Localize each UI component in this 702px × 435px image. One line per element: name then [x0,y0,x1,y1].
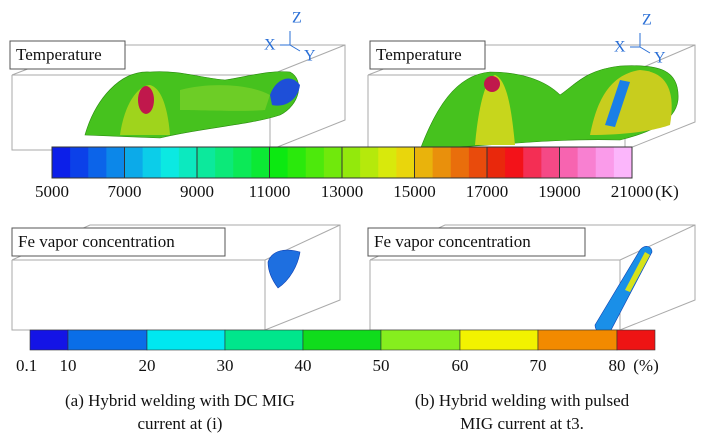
caption: (a) Hybrid welding with DC MIG [65,391,295,410]
colorbar-segment [68,330,147,350]
colorbar-segment [70,147,89,178]
colorbar-segment [197,147,216,178]
temperature-surface [85,72,300,138]
tick-label: 17000 [466,182,509,201]
colorbar-segment [342,147,361,178]
tick-label: 19000 [538,182,581,201]
colorbar-segment [505,147,524,178]
axis-label: X [614,39,626,56]
panel-label: Fe vapor concentration [374,232,531,251]
colorbar-segment [415,147,434,178]
colorbar-segment [88,147,107,178]
tick-label: 13000 [321,182,364,201]
tick-label: 11000 [249,182,291,201]
tick-label: 10 [60,356,77,375]
caption: current at (i) [138,414,223,433]
tick-label: 50 [373,356,390,375]
colorbar-segment [324,147,343,178]
colorbar-segment [215,147,234,178]
colorbar-segment [541,147,560,178]
colorbar-segment [460,330,538,350]
colorbar-segment [30,330,68,350]
colorbar-segment [251,147,270,178]
axis-label: Z [642,12,652,29]
tick-label: 5000 [35,182,69,201]
colorbar-segment [381,330,460,350]
colorbar-segment [487,147,506,178]
axis-arrow [640,47,650,53]
colorbar-segment [596,147,615,178]
colorbar-segment [360,147,379,178]
panel-label: Temperature [16,45,102,64]
colorbar-segment [614,147,633,178]
axis-label: Z [292,10,302,27]
caption: MIG current at t3. [460,414,584,433]
colorbar-segment [106,147,125,178]
figure: 5000 7000 9000 11000 13000 15000 17000 19000 210… [0,0,702,435]
tick-label: 7000 [108,182,142,201]
unit-label: (%) [633,356,658,375]
colorbar-segment [451,147,470,178]
panel-label: Temperature [376,45,462,64]
colorbar-segment [538,330,617,350]
vapor-surface [268,250,300,288]
unit-label: (K) [655,182,679,201]
colorbar-segment [288,147,307,178]
colorbar-segment [306,147,325,178]
colorbar-segment [433,147,452,178]
tick-label: 70 [530,356,547,375]
tick-label: 20 [139,356,156,375]
tick-label: 9000 [180,182,214,201]
tick-label: 30 [217,356,234,375]
tick-label: 0.1 [16,356,37,375]
labels: Temperature Temperature Fe vapor concentra… [10,10,666,433]
colorbar-segment [270,147,289,178]
colorbar-segment [578,147,597,178]
vapor-colorbar: 0.1 10 20 30 40 50 60 70 80 (%) [16,330,659,375]
tick-label: 21000 [611,182,654,201]
panel-label: Fe vapor concentration [18,232,175,251]
axis-label: X [264,37,276,54]
colorbar-segment [225,330,303,350]
colorbar-segment [469,147,488,178]
colorbar-segment [125,147,144,178]
colorbar-segment [560,147,579,178]
colorbar-segment [378,147,397,178]
axis-arrow [290,45,300,51]
tick-label: 15000 [393,182,436,201]
tick-label: 40 [295,356,312,375]
colorbar-segment [303,330,381,350]
colorbar-segment [617,330,655,350]
colorbar-segment [396,147,415,178]
colorbar-segment [143,147,162,178]
colorbar-segment [523,147,542,178]
tick-label: 80 [609,356,626,375]
axis-label: Y [654,50,666,67]
colorbar-segment [161,147,180,178]
colorbar-segment [233,147,252,178]
temperature-colorbar: 5000 7000 9000 11000 13000 15000 17000 19000 210… [35,147,679,201]
colorbar-segment [147,330,225,350]
tick-label: 60 [452,356,469,375]
colorbar-segment [179,147,198,178]
colorbar-segment [52,147,71,178]
axis-label: Y [304,48,316,65]
caption: (b) Hybrid welding with pulsed [415,391,630,410]
temperature-surface [420,66,678,150]
